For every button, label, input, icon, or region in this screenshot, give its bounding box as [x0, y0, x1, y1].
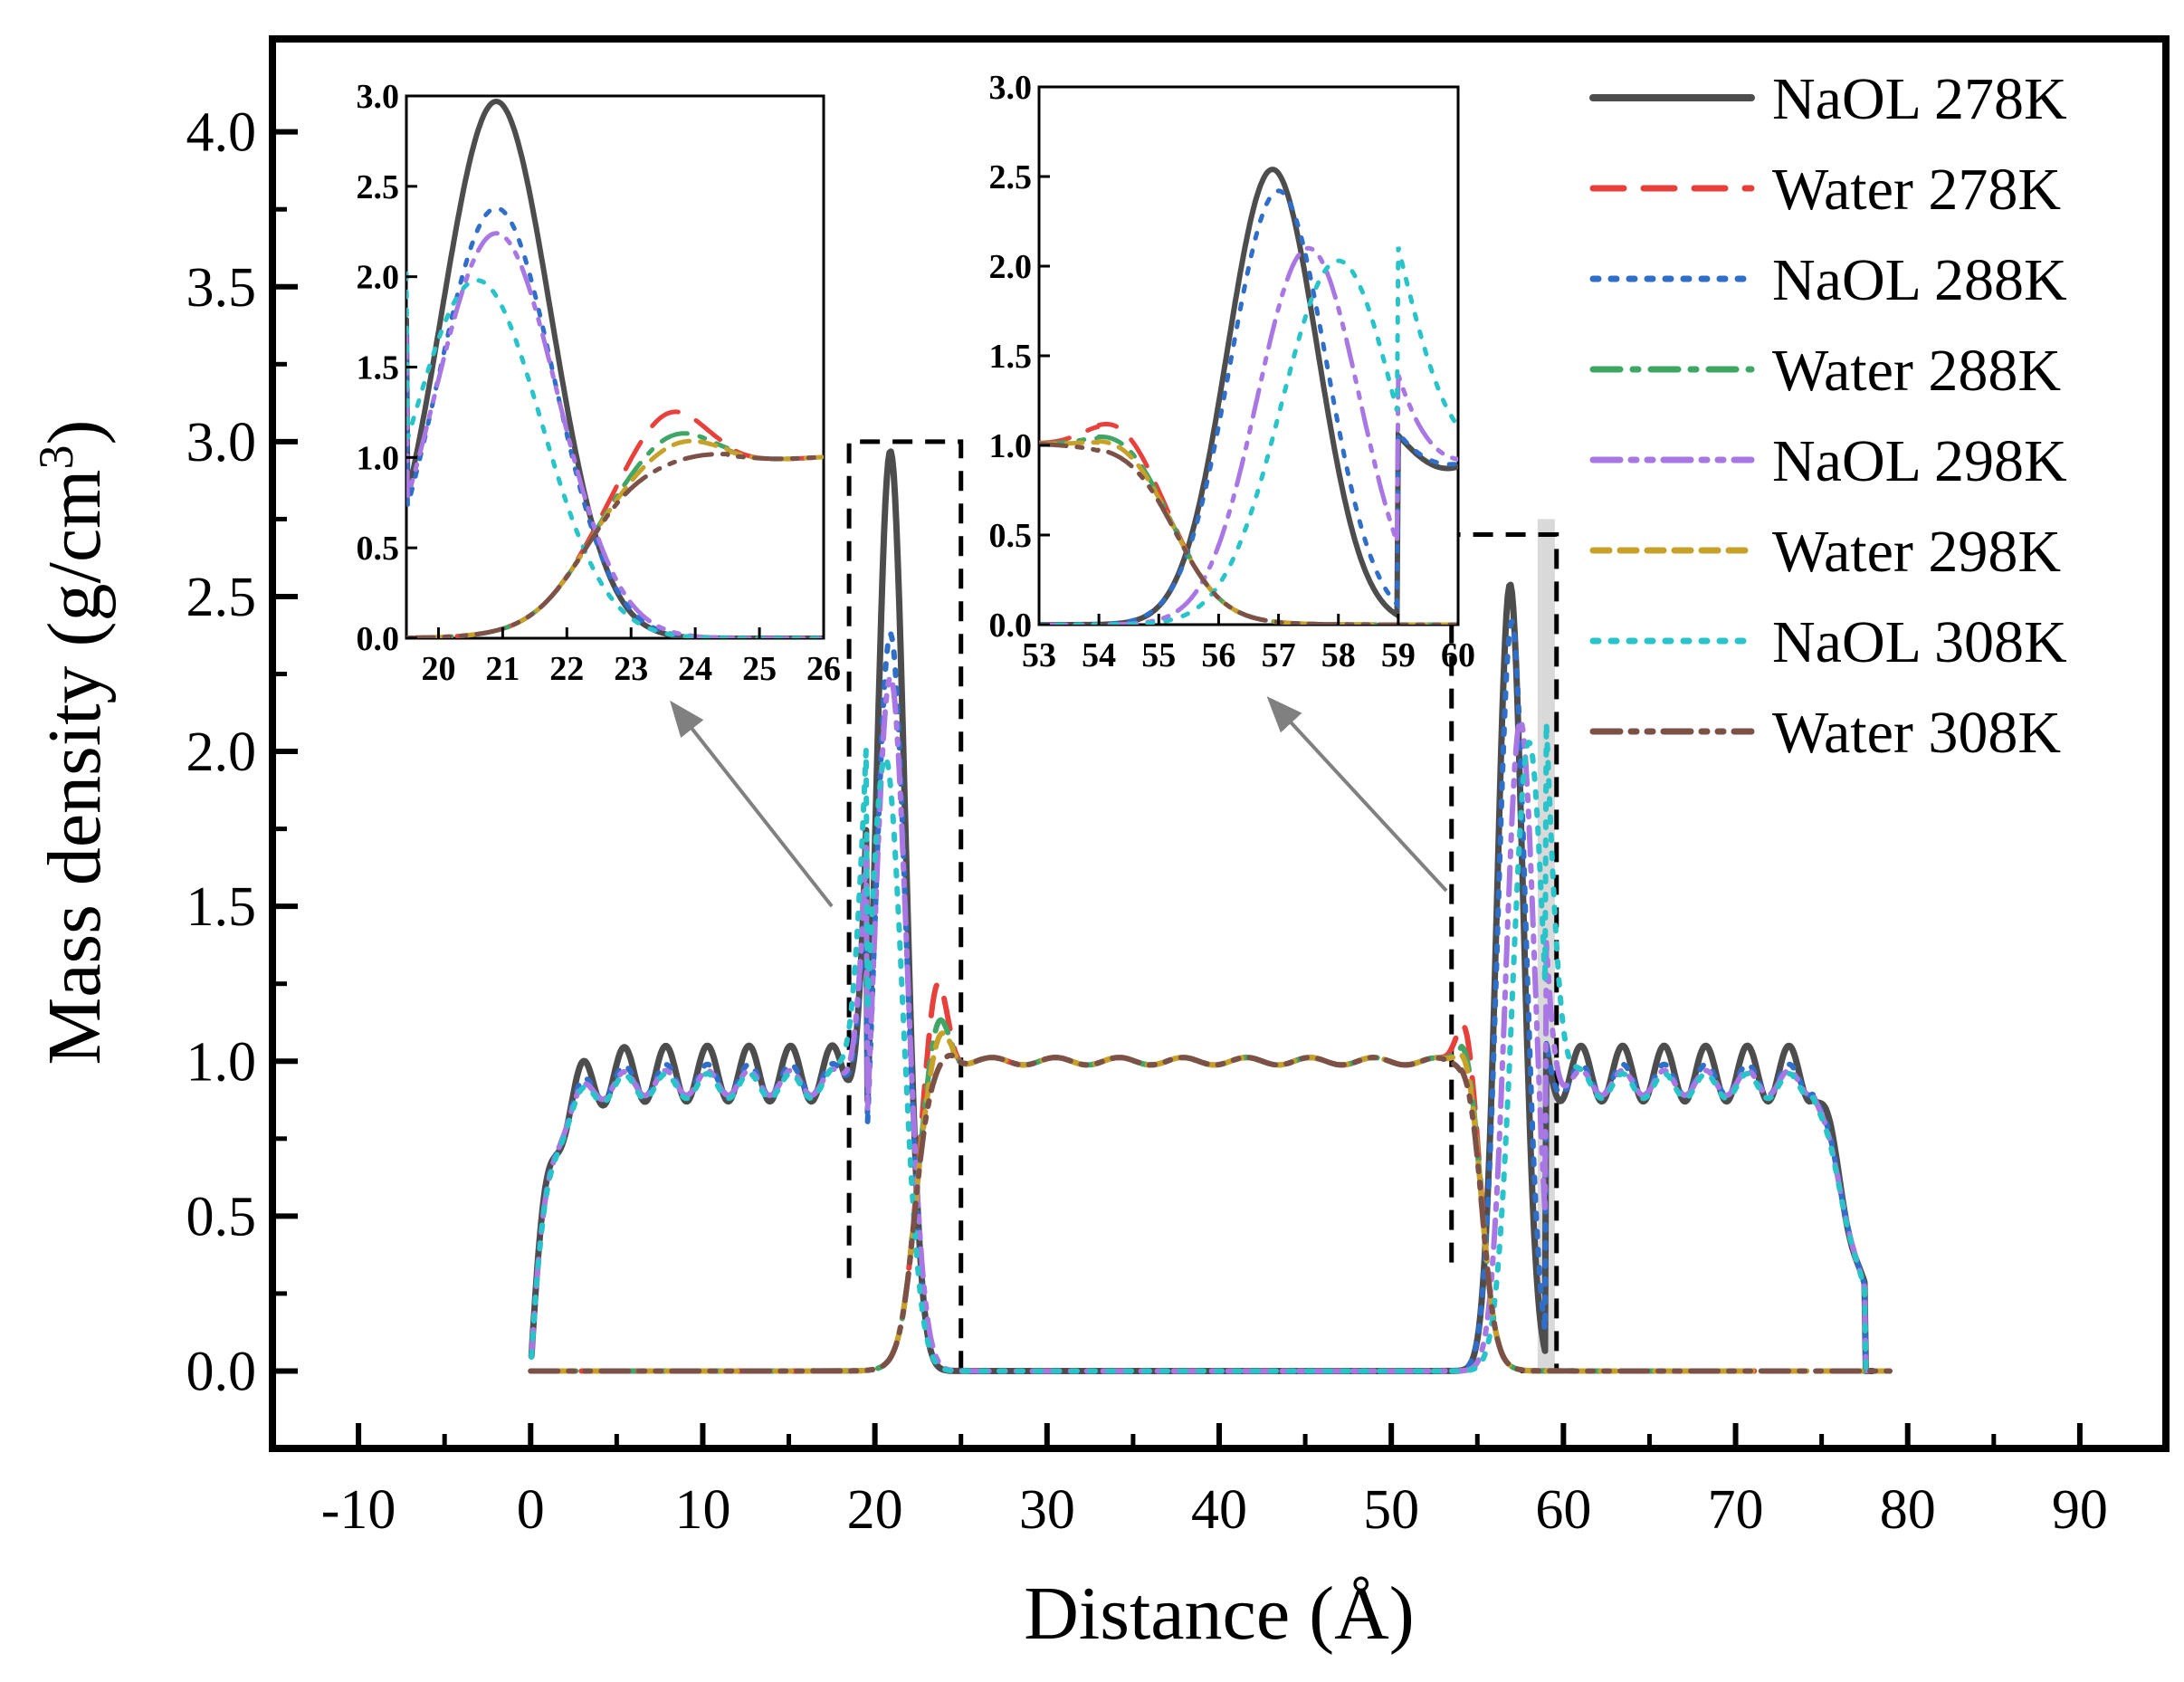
legend-label: NaOL 288K [1772, 247, 2067, 313]
arrow-to-left-inset [670, 700, 834, 908]
inset-y-tick-label: 0.0 [989, 607, 1033, 645]
inset-x-tick-label: 23 [614, 650, 648, 688]
legend-label: Water 288K [1772, 338, 2061, 404]
inset-frame [405, 94, 825, 640]
inset-plots: 20 21 22 23 24 25 260.00.51.01.52.02.53.053 54 5… [357, 69, 1476, 688]
y-tick-label: 2.5 [186, 567, 257, 628]
inset-series [1039, 167, 1458, 625]
inset-y-tick-label: 1.5 [357, 349, 400, 387]
y-tick-label: 2.0 [186, 722, 257, 783]
inset-plot-1: 20 21 22 23 24 25 26 0.0 0.5 1.0 1.5 2.0 2.5 3.0 [357, 78, 842, 688]
inset-y-tick-label: 2.5 [989, 158, 1033, 196]
inset-x-tick-label: 26 [806, 650, 841, 688]
inset-series-line-naol-298k [406, 231, 824, 638]
inset-x-tick-label: 59 [1381, 636, 1416, 674]
inset-box-left [846, 439, 964, 1371]
inset-x-tick-label: 21 [485, 650, 520, 688]
inset-series-line-naol-298k [1039, 245, 1458, 625]
legend: NaOL 278K Water 278K NaOL 288K Water 288K Na… [1589, 66, 2067, 766]
inset-series [406, 98, 824, 638]
legend-label: NaOL 298K [1772, 428, 2067, 494]
y-tick-label: 0.5 [186, 1186, 257, 1247]
inset-x-tick-label: 56 [1201, 636, 1235, 674]
inset-x-tick-label: 57 [1262, 636, 1296, 674]
series-line-naol-308k [529, 720, 1876, 1374]
x-tick-label: 80 [1880, 1479, 1936, 1541]
x-tick-label: 40 [1191, 1479, 1247, 1541]
inset-series-line-naol-308k [1039, 246, 1458, 625]
y-tick-label: 1.0 [186, 1031, 257, 1093]
y-tick-label: 1.5 [186, 876, 257, 938]
y-axis-title-superscript: 3 [29, 445, 83, 470]
legend-label: Water 308K [1772, 700, 2061, 766]
inset-arrows [670, 696, 1448, 908]
y-tick-label: 4.0 [186, 102, 257, 164]
inset-y-tick-label: 0.0 [357, 620, 400, 658]
inset-y-tick-label: 3.0 [989, 69, 1033, 107]
inset-x-tick-label: 25 [742, 650, 777, 688]
x-tick-label: -10 [321, 1479, 396, 1541]
x-tick-label: 70 [1708, 1479, 1764, 1541]
inset-y-tick-label: 1.0 [357, 439, 400, 477]
legend-label: NaOL 278K [1772, 66, 2067, 132]
inset-x-tick-label: 58 [1321, 636, 1356, 674]
x-tick-label: 90 [2052, 1479, 2108, 1541]
x-tick-label: 0 [517, 1479, 545, 1541]
y-tick-label: 0.0 [186, 1341, 257, 1402]
main-axis-ticks: -10 0 10 20 30 40 50 60 70 80 90 0.0 0.5 1.0 1.5 2.0 2.5… [186, 102, 2108, 1541]
arrow-to-right-inset [1266, 696, 1448, 893]
inset-y-tick-label: 2.0 [357, 259, 400, 297]
main-plot-series [528, 448, 1893, 1374]
inset-frame [1037, 85, 1460, 626]
inset-x-tick-label: 22 [549, 650, 584, 688]
inset-x-tick-label: 54 [1082, 636, 1116, 674]
series-line-water-278k [528, 980, 1893, 1374]
inset-y-tick-label: 0.5 [989, 517, 1033, 555]
inset-x-tick-label: 60 [1441, 636, 1475, 674]
x-axis-title: Distance (Å) [1024, 1572, 1414, 1656]
legend-label: Water 278K [1772, 157, 2061, 223]
inset-y-tick-label: 1.5 [989, 338, 1033, 376]
legend-label: NaOL 308K [1772, 609, 2067, 675]
inset-plot-2: 53 54 55 56 57 58 59 60 0.0 0.5 1.0 1.5 2.0 2.5 3.0 [989, 69, 1476, 674]
inset-x-tick-label: 55 [1141, 636, 1176, 674]
x-tick-label: 30 [1019, 1479, 1075, 1541]
inset-series-line-water-308k [406, 452, 824, 638]
inset-series-line-naol-288k [1039, 188, 1458, 625]
inset-y-tick-label: 1.0 [989, 427, 1033, 465]
legend-label: Water 298K [1772, 519, 2061, 585]
y-axis-title: Mass density (g/cm3) [29, 420, 117, 1066]
x-tick-label: 50 [1363, 1479, 1419, 1541]
y-axis-title-main: Mass density (g/cm [33, 470, 117, 1066]
inset-x-tick-label: 24 [678, 650, 712, 688]
inset-y-tick-label: 2.0 [989, 248, 1033, 286]
y-tick-label: 3.5 [186, 257, 257, 319]
y-axis-title-tail: ) [33, 420, 117, 445]
series-line-water-308k [528, 1052, 1893, 1374]
inset-y-tick-label: 3.0 [357, 78, 400, 116]
x-tick-label: 60 [1535, 1479, 1591, 1541]
x-tick-label: 10 [674, 1479, 730, 1541]
x-tick-label: 20 [847, 1479, 903, 1541]
series-line-water-288k [528, 1017, 1893, 1374]
inset-y-tick-label: 0.5 [357, 530, 400, 568]
inset-y-tick-label: 2.5 [357, 168, 400, 206]
inset-x-tick-label: 53 [1022, 636, 1056, 674]
y-tick-label: 3.0 [186, 412, 257, 473]
inset-series-line-water-308k [1039, 442, 1458, 625]
inset-x-tick-label: 20 [421, 650, 455, 688]
